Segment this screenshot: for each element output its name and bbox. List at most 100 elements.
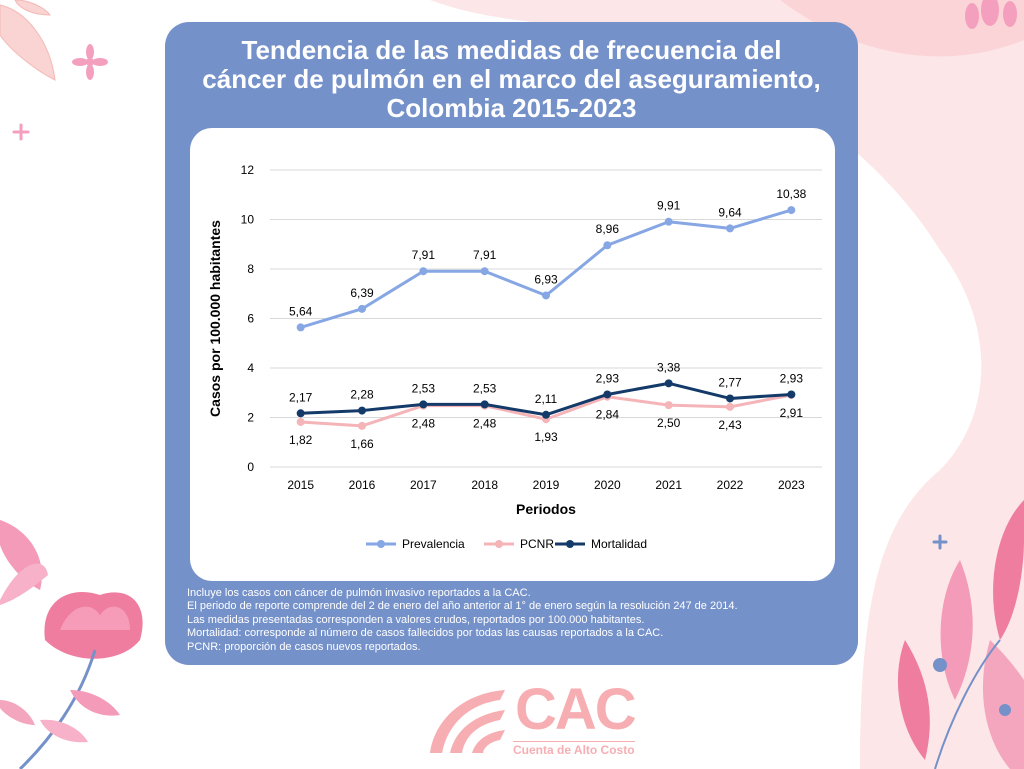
legend-marker-prevalencia: [377, 540, 385, 548]
leaf-decoration-bottom-right: [897, 500, 1024, 769]
title-line: Tendencia de las medidas de frecuencia d…: [241, 35, 782, 65]
x-tick-label: 2015: [287, 478, 314, 492]
data-point-prevalencia: [358, 304, 366, 313]
y-tick-label: 0: [247, 460, 254, 474]
data-label: 3,38: [657, 360, 681, 374]
plus-decoration-left: [12, 123, 30, 141]
y-tick-label: 12: [241, 163, 255, 177]
logo-subtitle: Cuenta de Alto Costo: [513, 741, 635, 757]
data-label: 2,77: [718, 375, 742, 389]
x-tick-label: 2017: [410, 478, 437, 492]
footnote: Incluye los casos con cáncer de pulmón i…: [187, 587, 531, 599]
data-label: 2,28: [350, 388, 374, 402]
data-point-prevalencia: [296, 323, 305, 332]
plus-decoration-right: [932, 534, 948, 550]
data-label: 7,91: [473, 248, 497, 262]
x-tick-label: 2020: [594, 478, 621, 492]
x-axis-label: Periodos: [516, 501, 576, 517]
pink-blob-top-right: [780, 0, 1024, 57]
data-point-prevalencia: [726, 224, 734, 233]
page-title: Tendencia de las medidas de frecuencia d…: [165, 36, 858, 123]
cac-logo: CAC Cuenta de Alto Costo: [420, 678, 650, 763]
data-label: 2,93: [780, 371, 804, 385]
data-label: 2,50: [657, 416, 681, 430]
data-point-mortalidad: [603, 390, 612, 399]
y-axis-label: Casos por 100.000 habitantes: [207, 220, 223, 417]
footnotes: Incluye los casos con cáncer de pulmón i…: [187, 587, 847, 654]
x-tick-label: 2022: [717, 478, 744, 492]
legend-marker-pcnr: [495, 540, 503, 548]
x-tick-label: 2018: [471, 478, 498, 492]
legend-label: Mortalidad: [591, 537, 647, 551]
data-point-mortalidad: [419, 400, 428, 409]
data-label: 9,91: [657, 199, 681, 213]
flower-decoration-top-right: [965, 0, 1017, 29]
data-label: 8,96: [596, 222, 620, 236]
data-label: 9,64: [718, 205, 742, 219]
data-label: 2,53: [473, 381, 497, 395]
flower-decoration-small-pink: [72, 44, 108, 80]
data-point-prevalencia: [542, 291, 550, 300]
data-label: 1,66: [350, 437, 374, 451]
data-point-mortalidad: [726, 394, 734, 403]
chart-card: Tendencia de las medidas de frecuencia d…: [165, 22, 858, 665]
title-line: cáncer de pulmón en el marco del asegura…: [202, 64, 821, 94]
logo-text: CAC: [515, 677, 637, 742]
data-label: 6,39: [350, 286, 374, 300]
data-point-mortalidad: [296, 409, 305, 418]
leaf-decoration-top-left: [0, 0, 56, 81]
data-label: 2,84: [596, 408, 620, 422]
y-tick-label: 8: [247, 262, 254, 276]
y-tick-label: 2: [247, 411, 254, 425]
x-tick-label: 2019: [533, 478, 560, 492]
data-point-mortalidad: [542, 410, 550, 419]
data-label: 2,53: [412, 381, 436, 395]
y-tick-label: 4: [247, 361, 254, 375]
data-point-mortalidad: [787, 390, 796, 399]
logo-swoosh-icon: [430, 690, 505, 753]
y-tick-label: 10: [241, 213, 255, 227]
data-label: 10,38: [776, 187, 806, 201]
data-label: 5,64: [289, 304, 313, 318]
legend-label: PCNR: [520, 537, 554, 551]
legend-marker-mortalidad: [566, 540, 574, 548]
x-tick-label: 2021: [655, 478, 682, 492]
footnote: El periodo de reporte comprende del 2 de…: [187, 600, 738, 613]
footnote: Las medidas presentadas corresponden a v…: [187, 613, 645, 626]
data-point-pcnr: [296, 417, 305, 426]
pink-blob-right: [430, 0, 1024, 769]
x-tick-label: 2016: [349, 478, 376, 492]
data-point-prevalencia: [603, 241, 612, 250]
legend-label: Prevalencia: [402, 537, 465, 551]
x-tick-label: 2023: [778, 478, 805, 492]
data-point-pcnr: [358, 421, 366, 430]
data-point-mortalidad: [480, 400, 489, 409]
data-point-pcnr: [726, 402, 734, 411]
data-label: 2,17: [289, 390, 313, 404]
data-point-prevalencia: [664, 217, 673, 226]
data-point-mortalidad: [358, 406, 366, 415]
plot-panel: 0 2 4 6 8 10 12 2015 2016 2017 2018 2019 2020 2021 202…: [190, 128, 835, 581]
data-label: 1,82: [289, 433, 313, 447]
title-line: Colombia 2015-2023: [386, 93, 637, 123]
footnote: PCNR: proporción de casos nuevos reporta…: [187, 640, 421, 653]
data-label: 2,48: [473, 417, 497, 431]
data-label: 1,93: [534, 430, 558, 444]
data-label: 2,43: [718, 418, 742, 432]
data-point-pcnr: [664, 401, 673, 410]
flower-decoration-bottom-left: [0, 520, 143, 769]
data-point-prevalencia: [480, 267, 489, 276]
data-label: 7,91: [412, 248, 436, 262]
data-label: 2,11: [535, 392, 558, 406]
footnote: Mortalidad: corresponde al número de cas…: [187, 627, 664, 640]
line-chart: 0 2 4 6 8 10 12 2015 2016 2017 2018 2019 2020 2021 202…: [207, 163, 822, 551]
data-point-prevalencia: [787, 206, 796, 215]
data-point-mortalidad: [664, 379, 673, 388]
data-point-prevalencia: [419, 267, 428, 276]
data-label: 2,93: [596, 371, 620, 385]
data-label: 2,91: [780, 406, 804, 420]
y-tick-label: 6: [247, 312, 254, 326]
data-label: 6,93: [534, 272, 558, 286]
data-label: 2,48: [412, 417, 436, 431]
